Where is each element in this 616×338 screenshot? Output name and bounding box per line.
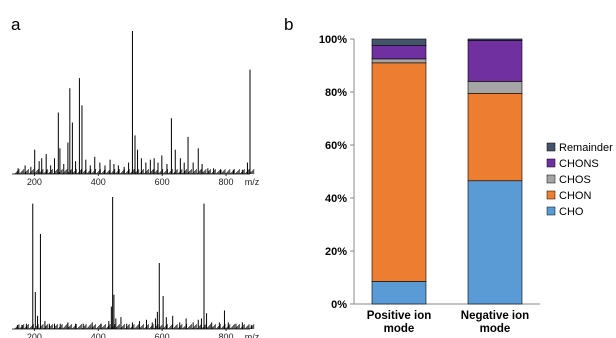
stacked-bar-segment [371, 38, 427, 46]
x-tick-label: 600 [155, 177, 170, 187]
y-tick-label: 60% [325, 140, 347, 152]
x-tick-label: 200 [27, 332, 42, 338]
panel-b-label: b [284, 15, 293, 34]
legend-swatch [546, 158, 556, 168]
mass-spectrum-bottom: 200 400 600 800 m/z [12, 197, 260, 338]
legend-swatch [546, 174, 556, 184]
stacked-bar-segment [467, 180, 523, 305]
x-category-label: Negative ion [461, 310, 529, 322]
stacked-bar-segment [467, 93, 523, 182]
legend-label: CHO [559, 206, 584, 218]
x-tick-label: 400 [91, 332, 106, 338]
x-tick-label: 400 [91, 177, 106, 187]
stacked-bar-segment [467, 38, 523, 41]
x-category-label: mode [480, 323, 511, 335]
x-tick-label: 800 [219, 177, 234, 187]
y-tick-label: 100% [319, 34, 347, 46]
stacked-bar-segment [467, 81, 523, 94]
x-tick-label: 800 [219, 332, 234, 338]
stacked-bar-segment [467, 40, 523, 82]
y-tick-label: 40% [325, 193, 347, 205]
legend-swatch [546, 142, 556, 152]
x-category-label: Positive ion [367, 310, 432, 322]
panel-a-label: a [11, 15, 21, 34]
legend-label: Remainder [559, 142, 613, 154]
y-tick-label: 0% [331, 299, 347, 311]
y-tick-label: 80% [325, 87, 347, 99]
legend-label: CHONS [559, 158, 599, 170]
x-tick-label: 200 [27, 177, 42, 187]
stacked-bar-segment [371, 45, 427, 60]
mass-spectrum-top: 200 400 600 800 m/z [12, 31, 260, 187]
x-axis-label: m/z [245, 177, 260, 187]
y-tick-label: 20% [325, 246, 347, 258]
legend-swatch [546, 206, 556, 216]
legend-label: CHOS [559, 174, 591, 186]
stacked-bar-segment [371, 62, 427, 282]
x-tick-label: 600 [155, 332, 170, 338]
x-axis-label: m/z [245, 332, 260, 338]
stacked-bar-chart: 0%20%40%60%80%100%Positive ionmodeNegati… [319, 34, 613, 335]
stacked-bar-segment [371, 58, 427, 64]
x-category-label: mode [384, 323, 415, 335]
stacked-bar-segment [371, 281, 427, 305]
legend-swatch [546, 190, 556, 200]
legend-label: CHON [559, 190, 591, 202]
